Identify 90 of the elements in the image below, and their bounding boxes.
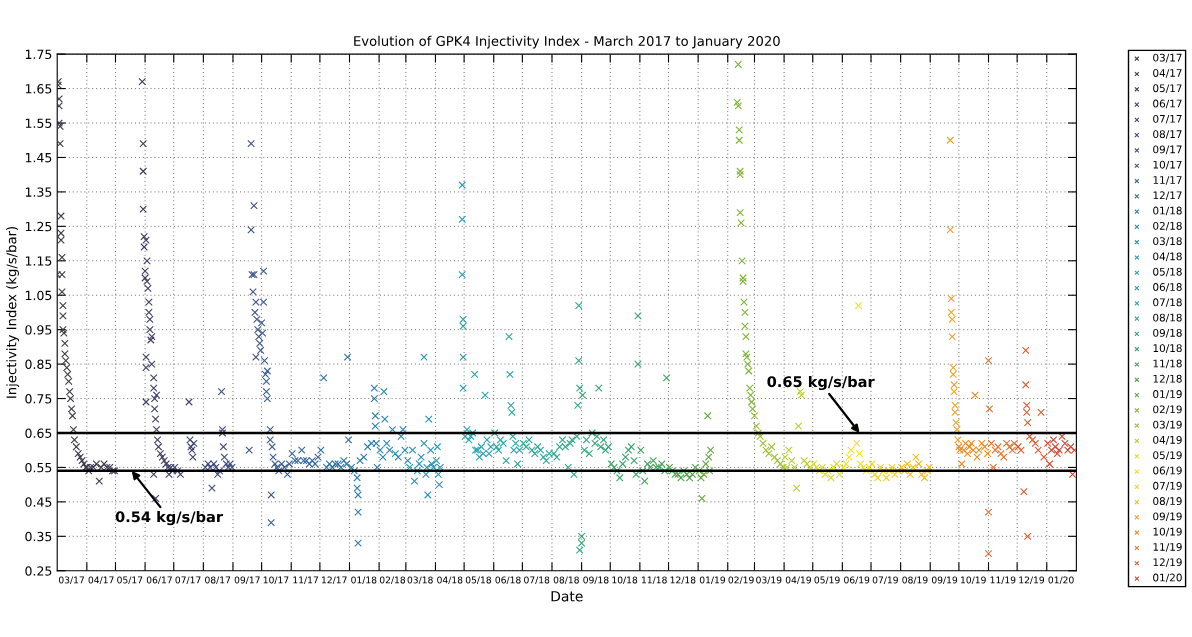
y-tick-label: 0.65 (25, 428, 52, 438)
legend-label: 07/19 (1153, 481, 1182, 491)
x-tick-label: 06/19 (844, 576, 870, 585)
legend-label: 11/18 (1153, 359, 1182, 369)
y-tick-label: 1.65 (25, 84, 52, 94)
y-axis-title: Injectivity Index (kg/s/bar) (6, 226, 19, 398)
x-tick-label: 03/19 (756, 576, 782, 585)
x-tick-label: 07/18 (524, 576, 550, 585)
x-tick-label: 05/19 (814, 576, 840, 585)
legend-label: 02/19 (1153, 405, 1182, 415)
y-tick-label: 0.75 (25, 394, 52, 404)
x-axis-title: Date (551, 591, 583, 602)
x-tick-label: 08/17 (205, 576, 231, 585)
x-tick-label: 03/17 (58, 576, 84, 585)
legend-label: 10/17 (1153, 160, 1182, 170)
y-tick-label: 1.05 (25, 290, 52, 301)
y-tick-label: 1.55 (25, 118, 52, 128)
y-tick-label: 1.75 (25, 49, 52, 60)
x-tick-label: 11/19 (990, 576, 1016, 585)
y-tick-label: 0.25 (25, 566, 52, 576)
legend-label: 05/19 (1153, 451, 1182, 460)
y-tick-label: 0.35 (25, 531, 52, 542)
x-tick-label: 04/18 (437, 576, 463, 585)
x-tick-label: 10/18 (612, 576, 638, 585)
x-tick-label: 06/18 (495, 576, 521, 585)
legend-label: 12/19 (1153, 558, 1182, 567)
x-tick-label: 01/18 (351, 576, 377, 585)
x-tick-label: 12/18 (670, 576, 696, 585)
y-tick-label: 0.95 (25, 325, 52, 335)
legend-label: 06/17 (1153, 99, 1182, 109)
legend-label: 10/18 (1153, 344, 1182, 353)
legend-label: 12/17 (1153, 191, 1182, 201)
annotation: 0.65 kg/s/bar (767, 375, 875, 391)
x-tick-label: 07/17 (175, 576, 201, 585)
x-tick-label: 08/19 (902, 576, 928, 585)
legend-label: 07/18 (1153, 298, 1182, 308)
legend-label: 08/18 (1153, 313, 1182, 323)
x-tick-label: 06/17 (146, 576, 172, 585)
x-tick-label: 01/19 (699, 576, 726, 585)
legend-label: 10/19 (1153, 527, 1182, 537)
legend-label: 03/17 (1153, 53, 1182, 63)
legend-label: 09/19 (1153, 512, 1182, 522)
legend-label: 08/19 (1153, 497, 1182, 506)
legend-label: 07/17 (1153, 114, 1182, 124)
y-tick-label: 1.15 (25, 256, 52, 266)
x-tick-label: 09/17 (234, 576, 260, 585)
x-tick-label: 09/19 (931, 576, 958, 585)
legend-label: 06/19 (1153, 466, 1182, 476)
x-tick-label: 11/18 (641, 576, 667, 585)
legend-label: 02/18 (1153, 221, 1182, 231)
x-tick-label: 01/20 (1048, 576, 1074, 585)
legend-label: 03/19 (1153, 420, 1182, 430)
y-tick-label: 0.85 (25, 359, 52, 370)
legend-label: 09/18 (1153, 328, 1182, 338)
legend-label: 11/19 (1153, 542, 1182, 552)
legend-label: 05/18 (1153, 267, 1182, 277)
legend-label: 01/19 (1153, 390, 1182, 399)
chart-title: Evolution of GPK4 Injectivity Index - March 2017 to January 2020 (354, 35, 780, 49)
x-tick-label: 04/19 (785, 576, 811, 585)
y-tick-label: 1.45 (25, 153, 52, 163)
annotation: 0.54 kg/s/bar (115, 510, 224, 526)
x-tick-label: 09/18 (583, 576, 609, 585)
legend-label: 09/17 (1153, 145, 1182, 155)
legend-label: 04/19 (1153, 435, 1182, 445)
x-tick-label: 12/17 (322, 576, 347, 585)
legend-label: 03/18 (1153, 237, 1182, 246)
legend-label: 08/17 (1153, 130, 1182, 139)
x-tick-label: 02/18 (379, 576, 406, 585)
legend-label: 04/17 (1153, 69, 1182, 78)
x-tick-label: 12/19 (1019, 576, 1045, 585)
x-tick-label: 05/17 (117, 576, 143, 585)
x-tick-label: 08/18 (553, 576, 579, 585)
x-tick-label: 10/17 (263, 576, 289, 585)
legend-label: 04/18 (1153, 252, 1182, 262)
x-tick-label: 03/18 (407, 576, 433, 585)
y-tick-label: 0.45 (25, 497, 52, 507)
x-tick-label: 10/19 (961, 576, 986, 585)
legend-label: 11/17 (1153, 176, 1182, 185)
legend-label: 12/18 (1153, 374, 1182, 384)
legend-label: 01/18 (1153, 206, 1182, 216)
legend-label: 06/18 (1153, 283, 1182, 292)
y-tick-label: 1.35 (25, 187, 52, 197)
legend-label: 05/17 (1153, 84, 1182, 93)
x-tick-label: 07/19 (872, 576, 898, 585)
x-tick-label: 04/17 (88, 576, 114, 585)
y-tick-label: 1.25 (25, 221, 52, 232)
x-tick-label: 05/18 (465, 576, 492, 585)
x-tick-label: 11/17 (293, 576, 318, 585)
x-tick-label: 02/19 (728, 576, 754, 585)
y-tick-label: 0.55 (25, 462, 52, 473)
